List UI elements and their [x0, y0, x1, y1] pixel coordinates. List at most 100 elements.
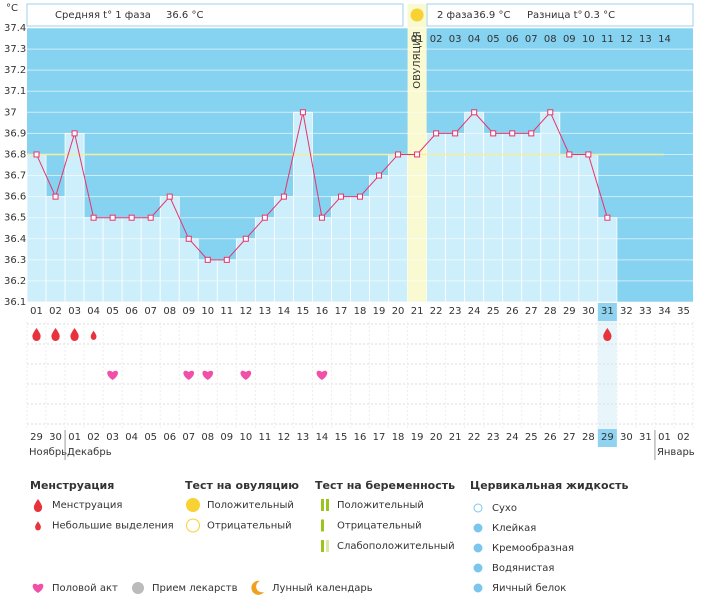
menstruation-mark — [70, 328, 79, 341]
intercourse-mark — [316, 370, 328, 380]
point — [166, 193, 173, 200]
x-tick-label: 31 — [601, 306, 614, 317]
calendar-day: 03 — [106, 432, 119, 443]
legend-title: Цервикальная жидкость — [470, 479, 628, 492]
legend-item: Небольшие выделения — [52, 521, 174, 532]
y-tick-label: 37.4 — [4, 23, 26, 34]
phase2-day: 08 — [544, 34, 557, 45]
menstruation-mark — [603, 328, 612, 341]
calendar-day: 17 — [373, 432, 386, 443]
calendar-day: 18 — [392, 432, 405, 443]
x-tick-label: 03 — [68, 306, 81, 317]
calendar-day: 15 — [335, 432, 348, 443]
legend-item: Положительный — [207, 500, 294, 511]
phase2-day: 09 — [563, 34, 576, 45]
phase2-day: 11 — [601, 34, 614, 45]
calendar-day: 29 — [30, 432, 43, 443]
calendar-day: 26 — [544, 432, 557, 443]
calendar-day: 27 — [563, 432, 576, 443]
y-tick-label: 37.2 — [4, 65, 26, 76]
x-tick-label: 26 — [506, 306, 519, 317]
legend-icon — [186, 498, 200, 512]
header-value: 36.9 °C — [473, 10, 510, 21]
phase2-day: 14 — [658, 34, 671, 45]
phase2-day: 12 — [620, 34, 633, 45]
point — [395, 151, 402, 158]
x-tick-label: 19 — [373, 306, 386, 317]
legend-item: Отрицательный — [337, 521, 422, 532]
current-column — [597, 321, 617, 429]
phase2-day: 02 — [430, 34, 443, 45]
x-tick-label: 10 — [201, 306, 214, 317]
legend-item: Положительный — [337, 500, 424, 511]
legend-icon — [33, 499, 43, 512]
legend-icon — [326, 499, 329, 511]
header-text: Разница t° — [527, 10, 583, 21]
y-tick-label: 36.6 — [4, 192, 26, 203]
point — [242, 235, 249, 242]
bar — [464, 111, 485, 303]
calendar-day: 04 — [125, 432, 138, 443]
legend-icon — [132, 582, 144, 594]
calendar-day: 08 — [201, 432, 214, 443]
legend-icon — [321, 519, 324, 532]
legend-item: Сухо — [492, 503, 517, 514]
ovulation-label: ОВУЛЯЦИЯ — [412, 31, 423, 89]
x-tick-label: 24 — [468, 306, 481, 317]
x-tick-label: 09 — [182, 306, 195, 317]
legend-item: Лунный календарь — [272, 583, 373, 594]
x-tick-label: 23 — [449, 306, 462, 317]
bar — [178, 238, 199, 303]
x-tick-label: 25 — [487, 306, 500, 317]
point — [471, 109, 478, 116]
x-tick-label: 28 — [544, 306, 557, 317]
point — [90, 214, 97, 221]
legend-icon — [473, 563, 483, 573]
bar — [331, 196, 351, 303]
legend-item: Половой акт — [52, 583, 118, 594]
point — [376, 172, 383, 179]
legend-item: Яичный белок — [492, 583, 566, 594]
legend-icon — [186, 518, 200, 533]
calendar-day: 11 — [258, 432, 271, 443]
bar — [350, 196, 370, 303]
point — [147, 214, 154, 221]
bar — [273, 196, 294, 303]
calendar-day: 10 — [239, 432, 252, 443]
bar — [45, 196, 66, 303]
x-tick-label: 33 — [639, 306, 652, 317]
calendar-day: 20 — [430, 432, 443, 443]
calendar-day: 30 — [620, 432, 633, 443]
intercourse-mark — [202, 370, 214, 380]
x-tick-label: 06 — [125, 306, 138, 317]
calendar-day: 22 — [468, 432, 481, 443]
phase2-day: 07 — [525, 34, 538, 45]
phase2-day: 13 — [639, 34, 652, 45]
legend-icon — [326, 540, 329, 552]
current-column — [597, 303, 617, 321]
x-tick-label: 14 — [278, 306, 291, 317]
y-tick-label: 36.2 — [4, 276, 26, 287]
x-tick-label: 11 — [220, 306, 233, 317]
y-tick-label: 36.7 — [4, 171, 26, 182]
month-label: Январь — [657, 447, 695, 458]
point — [337, 193, 344, 200]
calendar-day: 02 — [87, 432, 100, 443]
menstruation-mark — [51, 328, 60, 341]
phase2-day: 03 — [449, 34, 462, 45]
calendar-day: 28 — [582, 432, 595, 443]
point — [52, 193, 59, 200]
legend-icon — [473, 583, 483, 593]
legend-item: Клейкая — [492, 523, 536, 534]
calendar-day: 14 — [316, 432, 329, 443]
header-text: Средняя t° 1 фаза — [55, 10, 151, 21]
point — [318, 214, 325, 221]
phase2-day: 01 — [411, 34, 424, 45]
point — [223, 256, 230, 263]
y-tick-label: 36.4 — [4, 234, 26, 245]
point — [547, 109, 554, 116]
y-tick-label: 36.9 — [4, 128, 26, 139]
point — [528, 130, 535, 137]
legend-title: Тест на беременность — [315, 479, 455, 492]
point — [604, 214, 611, 221]
